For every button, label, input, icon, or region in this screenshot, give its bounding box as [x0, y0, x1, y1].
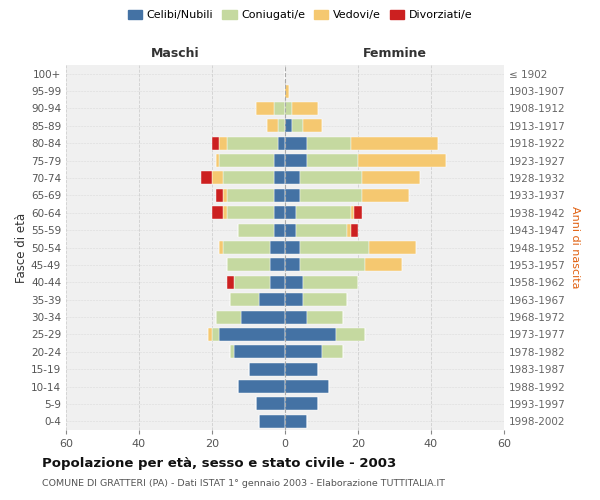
Legend: Celibi/Nubili, Coniugati/e, Vedovi/e, Divorziati/e: Celibi/Nubili, Coniugati/e, Vedovi/e, Di…: [124, 6, 476, 25]
Bar: [223, 172, 274, 184]
Bar: [350, 206, 355, 220]
Bar: [362, 189, 409, 202]
Bar: [274, 154, 285, 167]
Bar: [299, 172, 362, 184]
Bar: [267, 120, 278, 132]
Bar: [215, 189, 223, 202]
Bar: [369, 241, 416, 254]
Bar: [208, 328, 212, 341]
Bar: [285, 415, 307, 428]
Y-axis label: Anni di nascita: Anni di nascita: [570, 206, 580, 289]
Bar: [259, 293, 285, 306]
Text: COMUNE DI GRATTERI (PA) - Dati ISTAT 1° gennaio 2003 - Elaborazione TUTTITALIA.I: COMUNE DI GRATTERI (PA) - Dati ISTAT 1° …: [42, 479, 445, 488]
Bar: [271, 241, 285, 254]
Bar: [227, 136, 278, 149]
Bar: [215, 310, 241, 324]
Bar: [285, 241, 299, 254]
Bar: [285, 172, 299, 184]
Bar: [215, 154, 220, 167]
Bar: [278, 136, 285, 149]
Bar: [285, 120, 292, 132]
Bar: [347, 224, 350, 236]
Bar: [299, 189, 362, 202]
Bar: [285, 276, 303, 289]
Bar: [274, 102, 285, 115]
Bar: [362, 172, 420, 184]
Bar: [303, 293, 347, 306]
Bar: [259, 415, 285, 428]
Bar: [350, 136, 438, 149]
Bar: [307, 310, 343, 324]
Bar: [201, 172, 212, 184]
Text: Popolazione per età, sesso e stato civile - 2003: Popolazione per età, sesso e stato civil…: [42, 458, 396, 470]
Bar: [296, 224, 347, 236]
Bar: [358, 154, 446, 167]
Bar: [234, 276, 271, 289]
Bar: [285, 346, 322, 358]
Bar: [296, 206, 350, 220]
Bar: [212, 172, 223, 184]
Bar: [303, 120, 322, 132]
Bar: [274, 206, 285, 220]
Bar: [285, 380, 329, 393]
Text: Femmine: Femmine: [362, 47, 427, 60]
Bar: [285, 398, 318, 410]
Bar: [238, 380, 285, 393]
Bar: [285, 154, 307, 167]
Bar: [256, 398, 285, 410]
Bar: [285, 84, 289, 98]
Bar: [285, 136, 307, 149]
Bar: [303, 276, 358, 289]
Text: Maschi: Maschi: [151, 47, 200, 60]
Bar: [274, 224, 285, 236]
Bar: [299, 241, 369, 254]
Bar: [285, 362, 318, 376]
Bar: [234, 346, 285, 358]
Bar: [271, 258, 285, 272]
Bar: [285, 102, 292, 115]
Bar: [223, 206, 227, 220]
Bar: [248, 362, 285, 376]
Bar: [285, 293, 303, 306]
Bar: [241, 310, 285, 324]
Bar: [227, 189, 274, 202]
Bar: [299, 258, 365, 272]
Bar: [285, 328, 336, 341]
Bar: [230, 346, 234, 358]
Bar: [285, 224, 296, 236]
Bar: [278, 120, 285, 132]
Bar: [292, 120, 303, 132]
Bar: [285, 189, 299, 202]
Bar: [230, 293, 259, 306]
Bar: [220, 241, 223, 254]
Bar: [285, 206, 296, 220]
Y-axis label: Fasce di età: Fasce di età: [15, 212, 28, 282]
Bar: [285, 310, 307, 324]
Bar: [292, 102, 318, 115]
Bar: [227, 258, 271, 272]
Bar: [223, 241, 271, 254]
Bar: [285, 258, 299, 272]
Bar: [256, 102, 274, 115]
Bar: [355, 206, 362, 220]
Bar: [274, 189, 285, 202]
Bar: [220, 328, 285, 341]
Bar: [336, 328, 365, 341]
Bar: [365, 258, 402, 272]
Bar: [212, 206, 223, 220]
Bar: [220, 136, 227, 149]
Bar: [307, 154, 358, 167]
Bar: [307, 136, 350, 149]
Bar: [223, 189, 227, 202]
Bar: [212, 136, 220, 149]
Bar: [227, 206, 274, 220]
Bar: [271, 276, 285, 289]
Bar: [350, 224, 358, 236]
Bar: [238, 224, 274, 236]
Bar: [212, 328, 220, 341]
Bar: [227, 276, 234, 289]
Bar: [322, 346, 343, 358]
Bar: [274, 172, 285, 184]
Bar: [220, 154, 274, 167]
